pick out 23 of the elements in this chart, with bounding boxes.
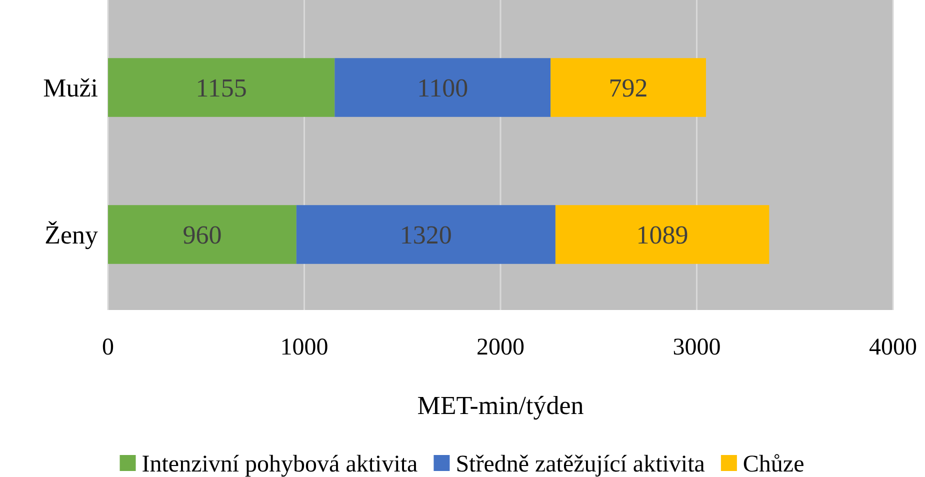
bar: [555, 205, 770, 264]
legend-label: Středně zatěžující aktivita: [456, 451, 706, 477]
data-label: 792: [608, 74, 648, 103]
bar: [296, 205, 556, 264]
data-label: 1155: [196, 74, 247, 103]
bar: [334, 58, 551, 117]
x-tick-label: 1000: [280, 334, 328, 360]
data-label: 1320: [400, 220, 452, 250]
x-tick-label: 3000: [672, 334, 721, 360]
legend-label: Chůze: [742, 451, 804, 477]
data-label: 960: [182, 220, 222, 250]
legend-label: Intenzivní pohybová aktivita: [142, 451, 418, 477]
bar: [550, 58, 706, 117]
data-label: 1089: [636, 220, 688, 250]
x-tick-label: 2000: [476, 334, 524, 360]
bar: [108, 58, 335, 117]
x-tick-label: 4000: [869, 334, 917, 360]
x-axis-title: MET-min/týden: [417, 391, 584, 420]
y-tick-label: Ženy: [44, 220, 98, 250]
data-label: 1100: [417, 74, 468, 103]
x-tick-label: 0: [102, 334, 114, 360]
y-tick-label: Muži: [43, 74, 98, 103]
bar: [108, 205, 296, 264]
